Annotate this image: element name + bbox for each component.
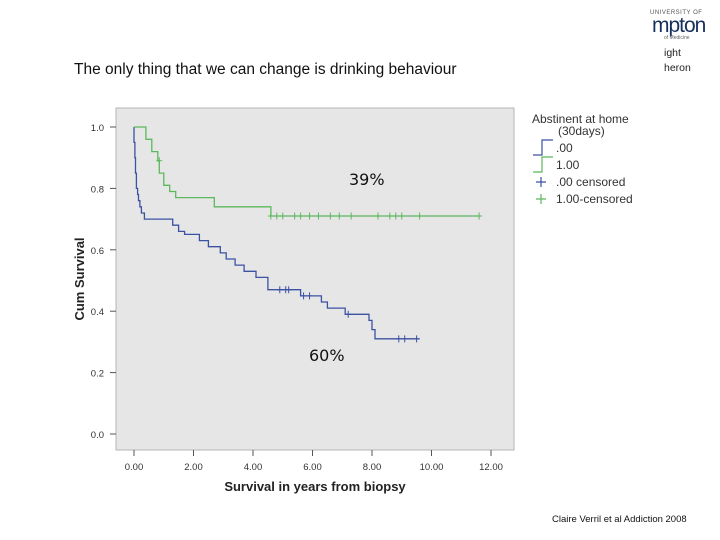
- legend-entry-00: .00: [533, 139, 573, 156]
- y-tick-label: 0.8: [91, 184, 104, 195]
- y-axis-ticks: 0.0 0.2 0.4 0.6 0.8 1.0: [91, 123, 116, 441]
- legend: Abstinent at home (30days) .00 1.00 .00 …: [532, 112, 633, 206]
- x-axis-label: Survival in years from biopsy: [224, 479, 406, 494]
- x-tick-label: 0.00: [125, 462, 144, 473]
- legend-label-00-censored: .00 censored: [556, 175, 625, 189]
- censor-mark-100: [306, 212, 313, 220]
- logo-line-2: mpton: [652, 14, 706, 37]
- censor-mark-00: [395, 335, 402, 343]
- censor-mark-00: [276, 286, 283, 294]
- censor-mark-100: [315, 212, 322, 220]
- series-line-00: [133, 127, 420, 340]
- censor-mark-100: [327, 212, 334, 220]
- legend-entry-100: 1.00: [533, 156, 580, 173]
- censor-mark-00: [300, 292, 307, 300]
- logo-line-3: of Medicine: [664, 35, 690, 41]
- censor-mark-100: [267, 212, 274, 220]
- censor-mark-100: [386, 212, 393, 220]
- y-tick-label: 0.6: [91, 246, 104, 257]
- legend-label-00: .00: [556, 141, 573, 155]
- annotation-39-percent: 39%: [349, 170, 385, 189]
- x-tick-label: 6.00: [303, 462, 322, 473]
- series-line-100: [134, 126, 480, 217]
- x-tick-label: 2.00: [184, 462, 203, 473]
- legend-swatch-00: [533, 139, 553, 156]
- censor-mark-100: [374, 212, 381, 220]
- y-tick-label: 0.4: [91, 307, 104, 318]
- censor-mark-00: [413, 335, 420, 343]
- censor-mark-00: [401, 335, 408, 343]
- x-tick-label: 4.00: [244, 462, 263, 473]
- censor-mark-100: [476, 212, 483, 220]
- legend-entry-100-censored: 1.00-censored: [536, 192, 633, 206]
- university-logo: UNIVERSITY OF mpton of Medicine: [648, 8, 718, 42]
- censor-mark-100: [398, 212, 405, 220]
- censor-mark-100: [392, 212, 399, 220]
- logo-line-1: UNIVERSITY OF: [650, 10, 703, 16]
- corner-text: ight heron: [664, 46, 691, 76]
- y-axis-label: Cum Survival: [72, 237, 87, 320]
- censor-mark-00: [345, 310, 352, 318]
- censor-mark-100: [416, 212, 423, 220]
- censor-mark-100: [336, 212, 343, 220]
- legend-title-line-2: (30days): [558, 124, 605, 138]
- annotation-60-percent: 60%: [309, 346, 345, 365]
- y-tick-label: 1.0: [91, 123, 104, 134]
- censor-mark-100: [291, 212, 298, 220]
- x-tick-label: 12.00: [479, 462, 503, 473]
- legend-swatch-00-censored: [536, 177, 546, 187]
- plot-area: [115, 107, 515, 451]
- legend-label-100: 1.00: [556, 158, 580, 172]
- legend-entry-00-censored: .00 censored: [536, 175, 625, 189]
- y-tick-label: 0.2: [91, 369, 104, 380]
- legend-label-100-censored: 1.00-censored: [556, 192, 633, 206]
- series-layer: [133, 126, 483, 343]
- citation: Claire Verril et al Addiction 2008: [552, 514, 687, 525]
- censor-mark-100: [279, 212, 286, 220]
- corner-text-line-2: heron: [664, 62, 691, 74]
- x-tick-label: 10.00: [420, 462, 444, 473]
- y-tick-label: 0.0: [91, 430, 104, 441]
- x-axis-ticks: 0.00 2.00 4.00 6.00 8.00 10.00 12.00: [125, 450, 503, 473]
- censor-mark-00: [285, 286, 292, 294]
- censor-mark-100: [156, 157, 163, 165]
- censor-mark-100: [273, 212, 280, 220]
- slide-title: The only thing that we can change is dri…: [74, 61, 457, 78]
- censor-mark-100: [348, 212, 355, 220]
- legend-title-line-1: Abstinent at home: [532, 112, 629, 126]
- corner-text-line-1: ight: [664, 47, 681, 59]
- censor-mark-00: [306, 292, 313, 300]
- x-tick-label: 8.00: [363, 462, 382, 473]
- legend-swatch-100: [533, 156, 553, 173]
- censor-mark-100: [297, 212, 304, 220]
- legend-swatch-100-censored: [536, 194, 546, 204]
